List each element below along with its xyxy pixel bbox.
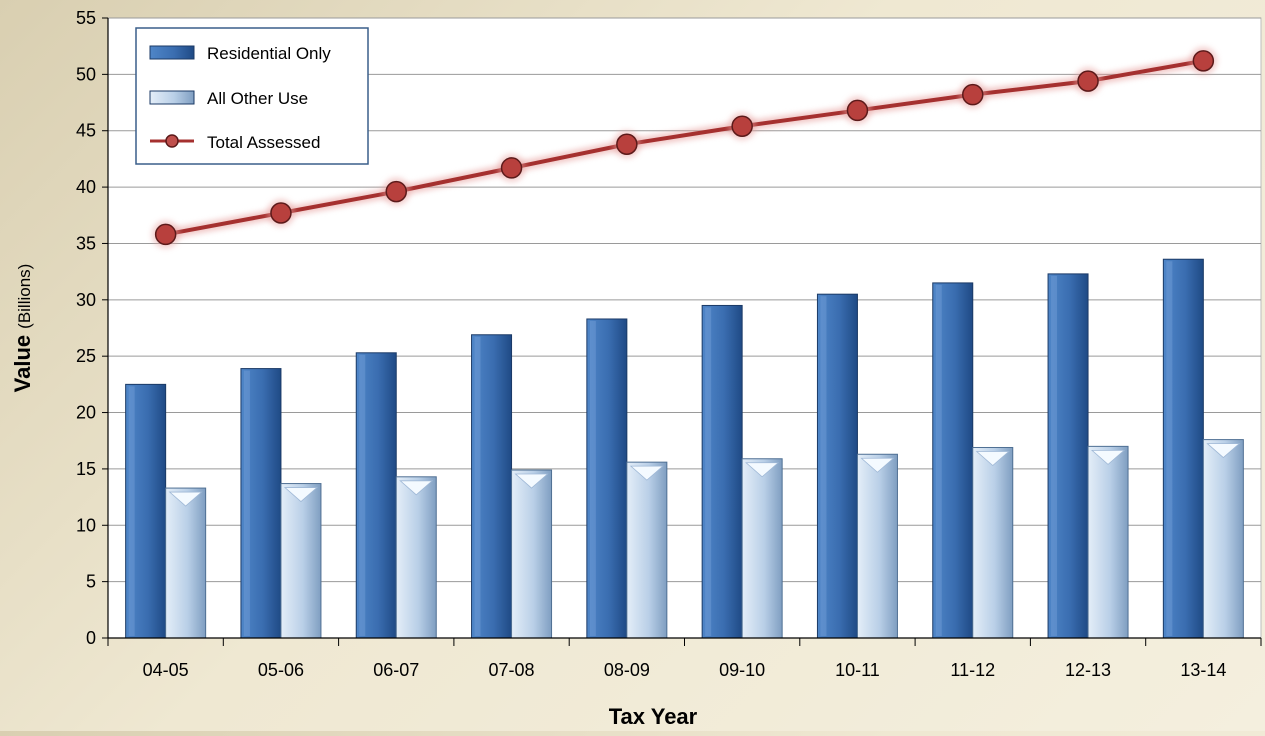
x-tick-label: 13-14 xyxy=(1180,660,1226,680)
bar-other xyxy=(165,487,207,639)
x-tick-label: 04-05 xyxy=(143,660,189,680)
x-tick-label: 09-10 xyxy=(719,660,765,680)
bar-other-highlight xyxy=(975,451,1010,467)
y-axis-title-suffix: (Billions) xyxy=(15,264,34,329)
total-point xyxy=(500,157,523,179)
bar-other xyxy=(395,476,437,639)
bars xyxy=(125,258,1244,639)
total-line xyxy=(151,46,1218,249)
y-tick-label: 35 xyxy=(76,233,96,253)
y-axis-title: Value (Billions) xyxy=(10,264,35,393)
x-tick-label: 07-08 xyxy=(489,660,535,680)
y-tick-label: 5 xyxy=(86,572,96,592)
y-tick-label: 55 xyxy=(76,8,96,28)
y-tick-label: 25 xyxy=(76,346,96,366)
bar-other xyxy=(626,461,668,639)
bar-residential-highlight xyxy=(359,354,366,636)
total-point xyxy=(731,115,753,137)
y-tick-label: 10 xyxy=(76,515,96,535)
bar-residential-highlight xyxy=(589,320,596,636)
bar-residential-highlight xyxy=(474,336,481,636)
y-tick-label: 20 xyxy=(76,403,96,423)
bar-residential-highlight xyxy=(1166,261,1173,636)
bar-other xyxy=(1202,439,1244,639)
x-tick-label: 05-06 xyxy=(258,660,304,680)
y-tick-label: 30 xyxy=(76,290,96,310)
legend-swatch-residential xyxy=(149,45,195,60)
x-axis-title: Tax Year xyxy=(609,704,698,729)
bar-other xyxy=(280,483,322,639)
legend-label-residential: Residential Only xyxy=(207,44,331,63)
legend-label-total: Total Assessed xyxy=(207,133,320,152)
y-tick-label: 45 xyxy=(76,121,96,141)
bar-other-highlight xyxy=(168,491,203,507)
bar-residential-highlight xyxy=(820,296,827,636)
bar-other-highlight xyxy=(399,480,434,496)
legend-label-other: All Other Use xyxy=(207,89,308,108)
bar-other-highlight xyxy=(514,473,549,489)
legend-swatch-total-marker xyxy=(165,134,179,148)
total-line-path xyxy=(165,58,1204,237)
bar-other-highlight xyxy=(860,457,895,473)
bar-other xyxy=(856,453,898,639)
total-point xyxy=(846,99,869,122)
legend: Residential Only All Other Use Total Ass… xyxy=(135,27,369,165)
x-tick-label: 10-11 xyxy=(835,660,880,680)
x-tick-label: 08-09 xyxy=(604,660,650,680)
bar-other xyxy=(972,446,1014,639)
bar-residential-highlight xyxy=(935,284,942,636)
y-tick-label: 0 xyxy=(86,628,96,648)
bar-other-highlight xyxy=(1090,449,1126,465)
total-point xyxy=(154,223,177,246)
bar-other-highlight xyxy=(283,487,319,503)
y-tick-label: 50 xyxy=(76,64,96,84)
total-point xyxy=(616,133,638,156)
bar-other-highlight xyxy=(629,465,664,481)
y-axis-title-main: Value xyxy=(10,335,35,392)
x-tick-label: 11-12 xyxy=(950,660,995,680)
y-tick-label: 40 xyxy=(76,177,96,197)
total-point xyxy=(270,202,292,224)
legend-swatch-other xyxy=(149,90,195,105)
total-point xyxy=(1192,50,1215,72)
x-tick-label: 06-07 xyxy=(373,660,419,680)
bar-other xyxy=(741,458,783,639)
y-tick-label: 15 xyxy=(76,459,96,479)
axes: 0 5 10 15 20 25 30 35 40 45 50 55 04-05 05-06 06-07 07-… xyxy=(76,8,1262,680)
bar-residential-highlight xyxy=(705,307,712,636)
bar-other-highlight xyxy=(745,462,780,478)
bar-other xyxy=(1087,445,1129,639)
total-point xyxy=(385,180,407,203)
bar-other xyxy=(511,469,553,639)
bar-residential-highlight xyxy=(128,386,135,636)
total-point xyxy=(1077,70,1099,92)
total-point xyxy=(962,83,984,106)
x-tick-label: 12-13 xyxy=(1065,660,1111,680)
bar-residential-highlight xyxy=(243,370,250,636)
bar-residential-highlight xyxy=(1051,275,1058,636)
bar-other-highlight xyxy=(1206,443,1241,459)
